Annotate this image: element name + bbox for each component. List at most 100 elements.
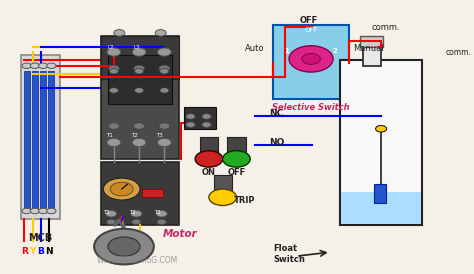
Text: WWW.ETechnoG.COM: WWW.ETechnoG.COM <box>97 256 178 265</box>
Text: OFF: OFF <box>304 27 318 33</box>
Text: Motor: Motor <box>163 229 198 239</box>
Text: MCB: MCB <box>28 233 52 243</box>
Circle shape <box>157 219 166 225</box>
FancyBboxPatch shape <box>363 44 381 66</box>
Text: T3: T3 <box>154 210 161 215</box>
Circle shape <box>186 114 195 119</box>
Text: NO: NO <box>270 138 285 147</box>
Circle shape <box>108 237 140 256</box>
Text: Switch: Switch <box>273 255 305 264</box>
FancyBboxPatch shape <box>101 162 179 225</box>
Text: L3: L3 <box>133 45 140 50</box>
Circle shape <box>22 208 31 214</box>
FancyBboxPatch shape <box>32 71 38 208</box>
Circle shape <box>209 189 237 206</box>
Circle shape <box>114 30 125 36</box>
Circle shape <box>38 63 48 68</box>
Circle shape <box>160 88 169 93</box>
Text: ON: ON <box>202 168 216 177</box>
Circle shape <box>107 138 121 147</box>
FancyBboxPatch shape <box>374 184 386 203</box>
Circle shape <box>202 114 211 119</box>
FancyBboxPatch shape <box>227 137 246 153</box>
FancyBboxPatch shape <box>183 107 216 129</box>
Text: T3: T3 <box>156 133 163 138</box>
Circle shape <box>106 210 117 217</box>
FancyBboxPatch shape <box>360 36 383 47</box>
Text: Selective Switch: Selective Switch <box>272 102 350 112</box>
Circle shape <box>159 65 170 72</box>
Circle shape <box>107 48 121 56</box>
Text: A1: A1 <box>110 23 118 28</box>
Circle shape <box>47 63 56 68</box>
Text: N: N <box>46 247 53 256</box>
FancyBboxPatch shape <box>213 175 232 192</box>
Text: T2: T2 <box>128 210 135 215</box>
Text: Y: Y <box>29 247 36 256</box>
Text: 1: 1 <box>285 48 290 55</box>
Circle shape <box>134 65 145 72</box>
Circle shape <box>22 63 31 68</box>
Circle shape <box>195 151 223 167</box>
FancyBboxPatch shape <box>48 71 54 208</box>
Text: OFF: OFF <box>228 168 246 177</box>
Circle shape <box>289 46 333 72</box>
FancyBboxPatch shape <box>200 137 218 153</box>
Text: R: R <box>21 247 28 256</box>
Text: T1: T1 <box>106 133 112 138</box>
Text: L1: L1 <box>147 23 154 28</box>
Circle shape <box>375 125 387 132</box>
Circle shape <box>38 208 48 214</box>
FancyBboxPatch shape <box>273 25 349 99</box>
Text: Manual: Manual <box>354 44 384 53</box>
Circle shape <box>132 48 146 56</box>
Text: T1: T1 <box>103 210 110 215</box>
Text: L2: L2 <box>108 45 114 50</box>
Circle shape <box>132 138 146 147</box>
Circle shape <box>110 182 133 196</box>
Circle shape <box>157 138 171 147</box>
Circle shape <box>186 122 195 127</box>
Circle shape <box>30 63 39 68</box>
Text: Float: Float <box>273 244 297 253</box>
Circle shape <box>109 65 119 72</box>
Circle shape <box>160 68 169 74</box>
Text: Auto: Auto <box>245 44 264 53</box>
FancyBboxPatch shape <box>21 55 60 219</box>
Circle shape <box>109 88 118 93</box>
Circle shape <box>109 68 118 74</box>
Circle shape <box>157 48 171 56</box>
Text: OFF: OFF <box>300 16 318 25</box>
FancyBboxPatch shape <box>341 192 421 224</box>
Circle shape <box>94 229 154 264</box>
FancyBboxPatch shape <box>108 55 172 104</box>
FancyBboxPatch shape <box>101 36 179 79</box>
FancyBboxPatch shape <box>40 71 46 208</box>
FancyBboxPatch shape <box>103 236 144 259</box>
Text: comm.: comm. <box>446 48 471 57</box>
FancyBboxPatch shape <box>101 36 179 159</box>
Circle shape <box>134 123 145 129</box>
Circle shape <box>47 208 56 214</box>
Text: B: B <box>37 247 44 256</box>
Circle shape <box>132 219 141 225</box>
Circle shape <box>30 208 39 214</box>
Circle shape <box>156 210 167 217</box>
Circle shape <box>302 53 320 64</box>
Text: comm.: comm. <box>371 23 400 32</box>
Circle shape <box>107 219 116 225</box>
FancyBboxPatch shape <box>0 0 459 274</box>
Circle shape <box>135 88 144 93</box>
Circle shape <box>202 122 211 127</box>
FancyBboxPatch shape <box>142 189 163 197</box>
Text: NC: NC <box>270 109 284 118</box>
Circle shape <box>103 178 140 200</box>
Text: 2: 2 <box>333 48 337 55</box>
Circle shape <box>135 68 144 74</box>
Text: T2: T2 <box>131 133 137 138</box>
Circle shape <box>223 151 250 167</box>
Circle shape <box>109 123 119 129</box>
FancyBboxPatch shape <box>340 60 422 225</box>
FancyBboxPatch shape <box>24 71 30 208</box>
Circle shape <box>159 123 170 129</box>
